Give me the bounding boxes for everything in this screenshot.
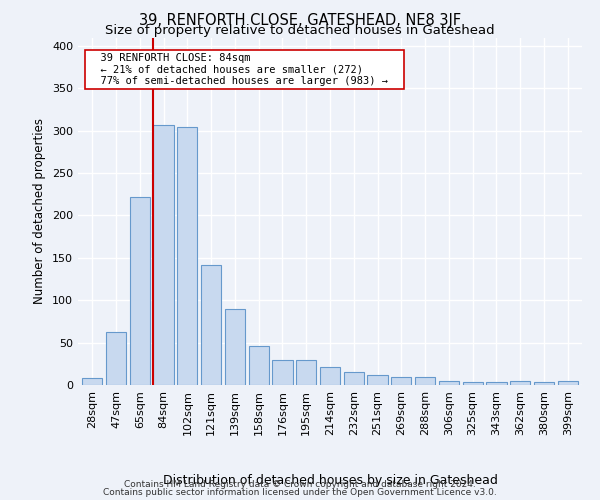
Bar: [367, 375, 388, 385]
Bar: [534, 382, 554, 385]
X-axis label: Distribution of detached houses by size in Gateshead: Distribution of detached houses by size …: [163, 474, 497, 487]
Bar: [510, 381, 530, 385]
Bar: [272, 360, 293, 385]
Bar: [248, 346, 269, 385]
Text: Contains public sector information licensed under the Open Government Licence v3: Contains public sector information licen…: [103, 488, 497, 497]
Bar: [106, 332, 126, 385]
Bar: [391, 376, 412, 385]
Bar: [201, 266, 221, 385]
Bar: [225, 308, 245, 385]
Bar: [439, 381, 459, 385]
Bar: [415, 376, 435, 385]
Y-axis label: Number of detached properties: Number of detached properties: [34, 118, 46, 304]
Bar: [130, 197, 150, 385]
Text: 39, RENFORTH CLOSE, GATESHEAD, NE8 3JF: 39, RENFORTH CLOSE, GATESHEAD, NE8 3JF: [139, 12, 461, 28]
Bar: [296, 360, 316, 385]
Bar: [82, 378, 103, 385]
Bar: [463, 382, 483, 385]
Text: Size of property relative to detached houses in Gateshead: Size of property relative to detached ho…: [105, 24, 495, 37]
Text: 39 RENFORTH CLOSE: 84sqm  
  ← 21% of detached houses are smaller (272)  
  77% : 39 RENFORTH CLOSE: 84sqm ← 21% of detach…: [88, 53, 401, 86]
Bar: [154, 125, 173, 385]
Bar: [177, 128, 197, 385]
Bar: [344, 372, 364, 385]
Bar: [320, 367, 340, 385]
Bar: [487, 382, 506, 385]
Bar: [557, 381, 578, 385]
Text: Contains HM Land Registry data © Crown copyright and database right 2024.: Contains HM Land Registry data © Crown c…: [124, 480, 476, 489]
